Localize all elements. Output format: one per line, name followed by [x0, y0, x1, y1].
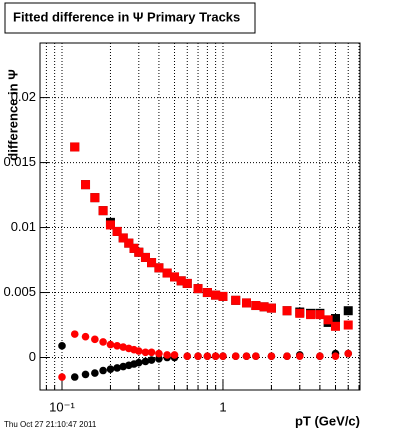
square-marker — [124, 238, 134, 248]
circle-marker — [344, 349, 353, 358]
title-box — [4, 2, 256, 34]
square-marker — [105, 220, 115, 230]
circle-marker — [194, 352, 202, 361]
circle-marker — [183, 352, 192, 361]
square-marker — [315, 310, 325, 320]
circle-marker — [211, 352, 220, 361]
square-marker — [282, 306, 292, 316]
circle-marker — [170, 351, 179, 359]
circle-marker — [113, 364, 121, 372]
circle-marker — [231, 352, 240, 361]
square-marker — [202, 288, 212, 298]
circle-marker — [58, 373, 66, 381]
circle-marker — [91, 369, 99, 377]
x-tick-label: 1 — [219, 399, 226, 414]
circle-marker — [147, 348, 156, 357]
circle-marker — [99, 366, 107, 375]
square-marker — [134, 247, 144, 257]
square-marker — [251, 301, 261, 311]
plot-frame — [39, 42, 361, 391]
square-marker — [140, 252, 150, 262]
circle-marker — [81, 370, 90, 379]
circle-marker — [203, 352, 212, 361]
square-marker — [241, 298, 251, 308]
square-marker — [182, 278, 192, 288]
circle-marker — [81, 332, 90, 341]
square-marker — [193, 284, 203, 294]
y-axis-label: difference in Ψ — [5, 69, 20, 160]
square-marker — [323, 315, 333, 325]
circle-marker — [155, 355, 163, 363]
y-tick-label: 0 — [29, 349, 36, 364]
square-marker — [266, 303, 276, 313]
x-tick-label: 10⁻¹ — [49, 399, 75, 414]
circle-marker — [113, 342, 121, 350]
circle-marker — [141, 348, 150, 357]
circle-marker — [155, 349, 163, 358]
square-marker — [70, 142, 80, 152]
circle-marker — [106, 340, 115, 349]
square-marker — [90, 193, 100, 203]
square-marker — [176, 276, 186, 286]
circle-marker — [106, 365, 115, 374]
circle-marker — [70, 330, 79, 338]
circle-marker — [283, 352, 291, 361]
square-marker — [343, 306, 353, 316]
chart-title: Fitted difference in Ψ Primary Tracks — [13, 9, 240, 24]
circle-marker — [141, 357, 150, 366]
square-marker — [112, 226, 122, 236]
circle-marker — [147, 356, 156, 364]
circle-marker — [70, 373, 79, 381]
square-marker — [147, 258, 157, 268]
circle-marker — [316, 352, 324, 361]
square-marker — [343, 320, 353, 330]
square-marker — [330, 321, 340, 331]
y-tick-label: 0.005 — [3, 284, 36, 299]
y-tick-label: 0.02 — [11, 89, 36, 104]
square-marker — [154, 263, 164, 273]
square-marker — [231, 295, 241, 305]
circle-marker — [242, 352, 251, 361]
circle-marker — [99, 338, 107, 346]
square-marker — [295, 308, 305, 318]
y-tick-label: 0.01 — [11, 219, 36, 234]
circle-marker — [135, 358, 143, 367]
square-marker — [162, 268, 172, 278]
square-marker — [330, 314, 340, 324]
timestamp: Thu Oct 27 21:10:47 2011 — [4, 420, 97, 429]
square-marker — [306, 310, 316, 320]
circle-marker — [91, 335, 99, 344]
circle-marker — [252, 352, 260, 361]
circle-marker — [58, 342, 66, 350]
square-marker — [170, 272, 180, 282]
circle-marker — [267, 352, 276, 361]
x-axis-label: pT (GeV/c) — [295, 413, 360, 428]
circle-marker — [219, 352, 227, 361]
circle-marker — [135, 347, 143, 355]
square-marker — [259, 302, 269, 312]
square-marker — [98, 206, 108, 216]
circle-marker — [331, 352, 340, 361]
y-tick-label: 0.015 — [3, 154, 36, 169]
circle-marker — [163, 351, 171, 359]
circle-marker — [295, 352, 304, 361]
square-marker — [211, 290, 221, 300]
square-marker — [118, 233, 128, 243]
square-marker — [81, 180, 91, 190]
square-marker — [129, 243, 139, 253]
square-marker — [218, 291, 228, 301]
